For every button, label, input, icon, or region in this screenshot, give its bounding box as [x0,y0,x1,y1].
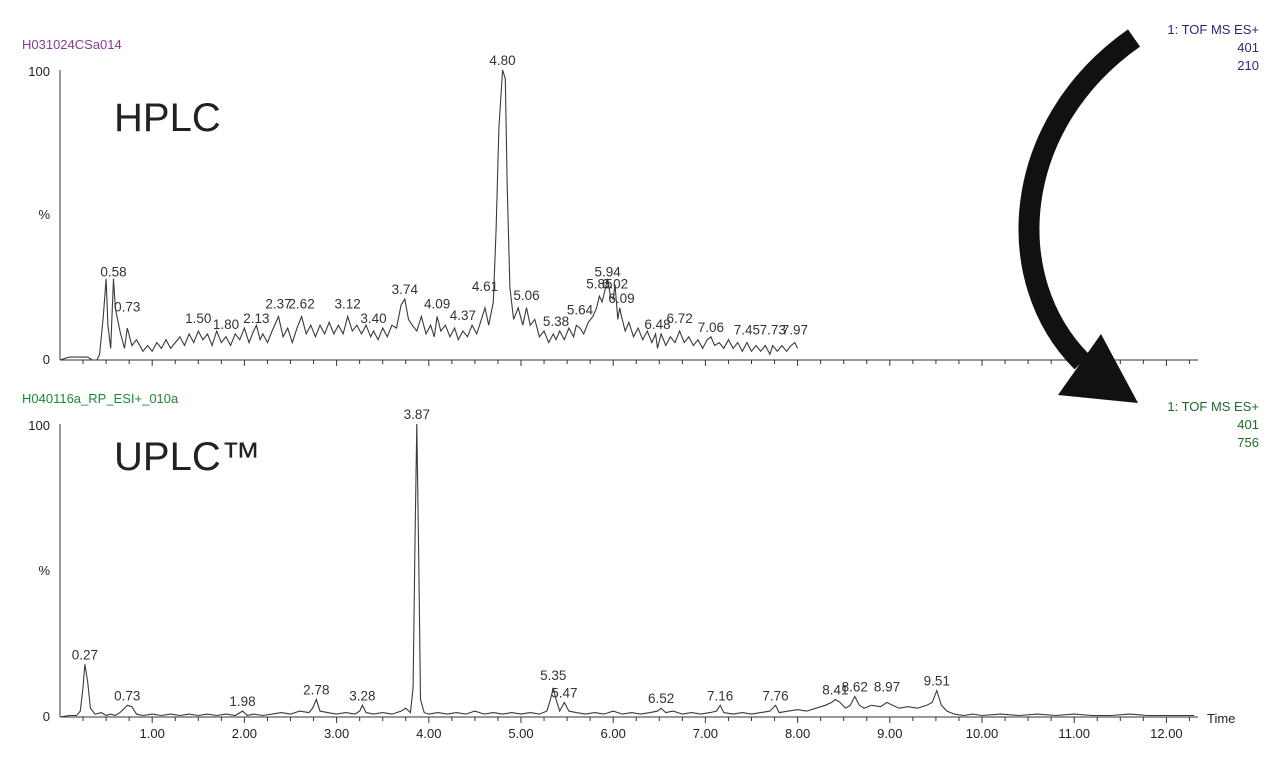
uplc-peak-label: 1.98 [229,694,255,709]
uplc-ms-mass: 401 [1237,417,1259,432]
hplc-panel: H031024CSa014 HPLC 100 % 0 0.580.731.50 1… [22,22,1259,367]
hplc-peak-label: 4.61 [472,279,498,294]
hplc-method-label: HPLC [114,96,221,140]
uplc-peak-label: 7.16 [707,688,733,703]
x-tick-label: 1.00 [140,726,165,741]
hplc-peak-label: 5.64 [567,302,594,317]
hplc-x-ticks [82,360,1190,366]
x-tick-label: 7.00 [693,726,718,741]
x-tick-label: 10.00 [966,726,999,741]
hplc-y-axis-label: % [38,207,50,222]
hplc-peak-label: 3.74 [392,282,419,297]
x-tick-label: 4.00 [416,726,441,741]
hplc-peak-label: 5.94 [595,265,622,280]
uplc-x-ticks [82,717,1190,723]
hplc-trace-line [59,69,799,361]
x-tick-label: 8.00 [785,726,810,741]
uplc-ms-intensity: 756 [1237,435,1259,450]
uplc-peak-label: 7.76 [762,688,788,703]
uplc-x-tick-labels: 1.00 2.00 3.00 4.00 5.00 6.00 7.00 8.00 9.00 10.0… [140,726,1183,741]
uplc-peak-label: 5.47 [551,685,577,700]
hplc-peak-label: 3.40 [360,311,386,326]
hplc-peak-label: 5.85 [586,276,612,291]
hplc-peak-label: 6.72 [666,311,692,326]
uplc-peak-label: 6.52 [648,691,674,706]
uplc-peak-label: 3.28 [349,688,375,703]
uplc-peak-label: 0.27 [72,647,98,662]
hplc-peak-label: 7.97 [782,323,808,338]
hplc-peak-label: 7.06 [698,320,724,335]
arrow-shaft [1018,29,1141,370]
hplc-peak-label: 0.58 [100,265,126,280]
hplc-peak-label: 5.06 [513,288,539,303]
hplc-peak-label: 3.12 [335,297,361,312]
uplc-ms-mode: 1: TOF MS ES+ [1167,399,1259,414]
x-tick-label: 11.00 [1058,726,1090,741]
hplc-peak-label: 0.73 [114,300,140,315]
hplc-ms-mode: 1: TOF MS ES+ [1167,22,1259,37]
uplc-peak-label: 5.35 [540,668,566,683]
x-tick-label: 5.00 [508,726,533,741]
hplc-peak-label: 6.09 [608,291,634,306]
hplc-peak-label: 5.38 [543,314,569,329]
uplc-method-label: UPLC™ [114,435,261,479]
hplc-peak-label: 4.09 [424,297,450,312]
hplc-peak-label: 2.62 [288,297,314,312]
uplc-panel: H040116a_RP_ESI+_010a UPLC™ 100 % 0 1.00… [22,391,1259,741]
hplc-ms-intensity: 210 [1237,58,1259,73]
hplc-peak-label: 7.45 [734,323,760,338]
uplc-peak-label: 8.97 [874,679,900,694]
uplc-peak-label: 2.78 [303,682,329,697]
hplc-y-tick-100: 100 [28,64,50,79]
hplc-y-tick-0: 0 [43,352,50,367]
uplc-peak-label: 9.51 [924,674,950,689]
uplc-peak-labels: 0.27 0.73 1.98 2.78 3.28 3.87 5.35 5.47 6.52 7.16… [72,407,950,709]
hplc-sample-id: H031024CSa014 [22,37,122,52]
uplc-peak-label: 8.62 [842,679,868,694]
uplc-peak-label: 3.87 [404,407,430,422]
arrow-head [1058,334,1138,403]
x-tick-label: 12.00 [1150,726,1183,741]
x-tick-label: 2.00 [232,726,257,741]
x-tick-label: 3.00 [324,726,349,741]
hplc-peak-label: 2.37 [265,297,291,312]
x-axis-label: Time [1207,711,1235,726]
x-tick-label: 9.00 [877,726,902,741]
hplc-peak-label: 6.48 [644,317,670,332]
comparison-arrow [1018,29,1141,403]
uplc-y-axis-label: % [38,563,50,578]
uplc-peak-label: 8.41 [822,682,848,697]
hplc-peak-label: 6.02 [602,276,628,291]
hplc-peak-labels: 0.58 0.73 1.50 1.80 2.132.372.62 3.123.40 3.74… [100,53,808,338]
uplc-peak-label: 0.73 [114,688,140,703]
hplc-ms-mass: 401 [1237,40,1259,55]
uplc-y-tick-100: 100 [28,418,50,433]
hplc-peak-label: 4.80 [489,53,515,68]
hplc-peak-label: 4.37 [450,308,476,323]
x-tick-label: 6.00 [601,726,626,741]
hplc-peak-label: 1.80 [213,317,239,332]
uplc-ms-info: 1: TOF MS ES+ 401 756 [1167,399,1259,450]
hplc-peak-label: 1.50 [185,311,211,326]
uplc-trace-line [59,423,1195,718]
uplc-y-tick-0: 0 [43,709,50,724]
hplc-peak-label: 2.13 [243,311,269,326]
hplc-ms-info: 1: TOF MS ES+ 401 210 [1167,22,1259,73]
uplc-sample-id: H040116a_RP_ESI+_010a [22,391,179,406]
hplc-peak-label: 7.73 [760,323,786,338]
